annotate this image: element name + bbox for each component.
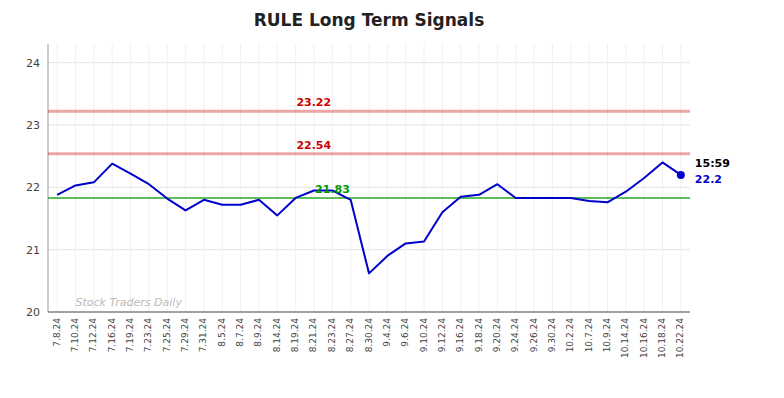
signal-line	[48, 152, 690, 155]
signal-line	[48, 197, 690, 199]
x-grid-line	[332, 44, 333, 312]
x-grid-line	[93, 44, 94, 312]
x-grid-line	[295, 44, 296, 312]
end-time-label: 15:59	[695, 157, 730, 170]
x-tick-label: 8.5.24	[217, 318, 227, 347]
x-grid-line	[424, 44, 425, 312]
x-tick-label: 7.23.24	[143, 318, 153, 353]
x-tick-label: 7.19.24	[125, 318, 135, 353]
x-grid-line	[185, 44, 186, 312]
chart: RULE Long Term Signals 20 21 22 23 24 7.8.24 7.…	[0, 0, 784, 398]
x-tick-label: 7.29.24	[180, 318, 190, 353]
x-tick-label: 9.10.24	[419, 318, 429, 353]
x-tick-label: 7.16.24	[107, 318, 117, 353]
x-grid-line	[203, 44, 204, 312]
x-grid-line	[589, 44, 590, 312]
x-tick-label: 7.31.24	[198, 318, 208, 353]
signal-label: 23.22	[296, 96, 331, 109]
x-grid-line	[167, 44, 168, 312]
signal-label: 22.54	[296, 139, 331, 152]
x-tick-label: 8.9.24	[253, 318, 263, 347]
signal-label: 21.83	[315, 183, 350, 196]
title: RULE Long Term Signals	[254, 10, 485, 30]
y-tick-label: 24	[26, 57, 40, 70]
x-grid-line	[148, 44, 149, 312]
x-grid-line	[350, 44, 351, 312]
watermark: Stock Traders Daily	[76, 296, 183, 309]
x-grid-line	[460, 44, 461, 312]
x-tick-label: 9.18.24	[474, 318, 484, 353]
x-grid-line	[607, 44, 608, 312]
x-tick-label: 10.14.24	[620, 318, 630, 358]
x-tick-label: 9.16.24	[455, 318, 465, 353]
x-tick-label: 9.20.24	[492, 318, 502, 353]
x-grid-line	[570, 44, 571, 312]
x-grid-line	[552, 44, 553, 312]
x-grid-line	[442, 44, 443, 312]
x-grid-line	[112, 44, 113, 312]
x-grid-line	[240, 44, 241, 312]
x-tick-label: 10.22.24	[675, 318, 685, 358]
price-line	[57, 162, 681, 273]
y-tick-label: 20	[26, 306, 40, 319]
x-grid-line	[534, 44, 535, 312]
x-tick-label: 8.27.24	[345, 318, 355, 353]
x-tick-label: 10.9.24	[602, 318, 612, 353]
x-grid-line	[497, 44, 498, 312]
x-tick-label: 10.2.24	[565, 318, 575, 353]
x-tick-label: 8.21.24	[308, 318, 318, 353]
x-tick-label: 10.18.24	[657, 318, 667, 358]
x-axis-line	[48, 311, 690, 312]
x-grid-line	[75, 44, 76, 312]
x-tick-label: 9.4.24	[382, 318, 392, 347]
x-grid-line	[479, 44, 480, 312]
x-tick-label: 10.7.24	[584, 318, 594, 353]
signal-line	[48, 110, 690, 113]
end-price-label: 22.2	[695, 173, 722, 186]
x-tick-label: 8.14.24	[272, 318, 282, 353]
x-tick-label: 8.23.24	[327, 318, 337, 353]
x-grid-line	[405, 44, 406, 312]
x-tick-label: 7.12.24	[88, 318, 98, 353]
x-grid-line	[57, 44, 58, 312]
end-dot	[677, 171, 685, 179]
grid	[48, 44, 690, 312]
x-tick-label: 8.30.24	[364, 318, 374, 353]
x-grid-line	[625, 44, 626, 312]
x-grid-line	[313, 44, 314, 312]
plot-area	[48, 111, 690, 273]
y-axis-line	[48, 44, 49, 312]
x-tick-label: 8.7.24	[235, 318, 245, 347]
x-tick-label: 9.26.24	[529, 318, 539, 353]
x-tick-label: 7.25.24	[162, 318, 172, 353]
x-tick-label: 9.6.24	[400, 318, 410, 347]
x-grid-line	[387, 44, 388, 312]
x-tick-label: 9.24.24	[510, 318, 520, 353]
x-tick-label: 10.16.24	[639, 318, 649, 358]
x-grid-line	[515, 44, 516, 312]
x-tick-label: 9.12.24	[437, 318, 447, 353]
y-tick-label: 23	[26, 119, 40, 132]
x-grid-line	[222, 44, 223, 312]
y-tick-label: 21	[26, 244, 40, 257]
x-tick-label: 7.10.24	[70, 318, 80, 353]
x-grid-line	[130, 44, 131, 312]
y-grid-line	[48, 312, 690, 313]
x-tick-label: 9.30.24	[547, 318, 557, 353]
x-grid-line	[662, 44, 663, 312]
x-tick-label: 7.8.24	[52, 318, 62, 347]
x-grid-line	[277, 44, 278, 312]
x-tick-label: 8.19.24	[290, 318, 300, 353]
x-grid-line	[258, 44, 259, 312]
y-tick-label: 22	[26, 181, 40, 194]
